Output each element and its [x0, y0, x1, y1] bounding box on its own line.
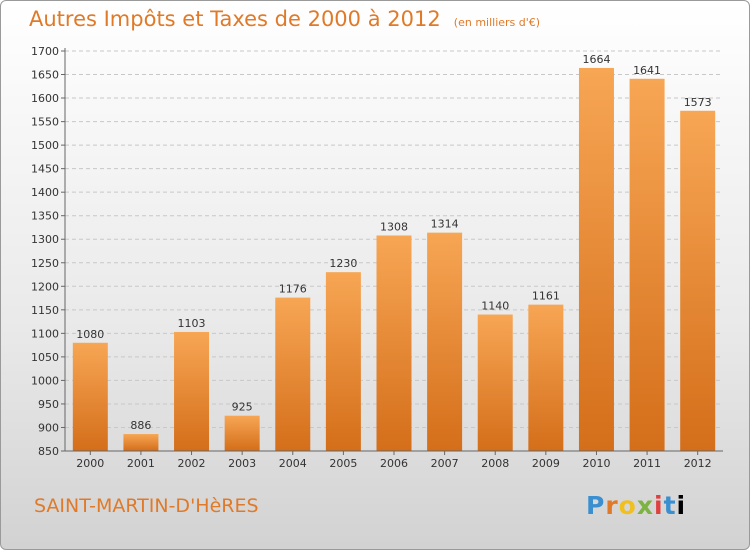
bar	[680, 110, 716, 451]
y-tick-label: 850	[38, 445, 59, 458]
data-label: 1080	[76, 328, 104, 341]
bar	[174, 331, 210, 451]
bar	[477, 314, 513, 451]
x-tick-label: 2007	[431, 457, 459, 470]
data-label: 1176	[279, 283, 307, 296]
axes	[64, 48, 723, 452]
data-label: 1573	[684, 96, 712, 109]
data-label: 925	[232, 401, 253, 414]
x-tick-label: 2000	[76, 457, 104, 470]
data-label: 1664	[582, 53, 610, 66]
y-tick-label: 950	[38, 398, 59, 411]
brand-letter: t	[663, 491, 677, 520]
x-tick-label: 2009	[532, 457, 560, 470]
x-tick-label: 2005	[329, 457, 357, 470]
x-tick-label: 2002	[178, 457, 206, 470]
y-tick-label: 1550	[31, 116, 59, 129]
brand-letter: o	[618, 491, 637, 520]
chart-header: Autres Impôts et Taxes de 2000 à 2012 (e…	[29, 7, 540, 31]
y-tick-label: 1200	[31, 280, 59, 293]
y-tick-label: 1400	[31, 186, 59, 199]
y-tick-label: 1350	[31, 210, 59, 223]
y-tick-label: 1250	[31, 257, 59, 270]
y-tick-label: 1050	[31, 351, 59, 364]
y-tick-label: 1300	[31, 233, 59, 246]
x-axis-ticks: 2000 2001 2002 2003 2004 2005 2006 2007 2008 2009…	[76, 451, 712, 470]
y-tick-label: 1100	[31, 327, 59, 340]
x-tick-label: 2001	[127, 457, 155, 470]
data-label: 1161	[532, 290, 560, 303]
x-tick-label: 2008	[481, 457, 509, 470]
y-tick-label: 1700	[31, 45, 59, 58]
y-tick-label: 1000	[31, 374, 59, 387]
chart-title: Autres Impôts et Taxes de 2000 à 2012	[29, 7, 441, 31]
data-label: 886	[130, 419, 151, 432]
bar	[629, 78, 665, 451]
chart-subtitle: (en milliers d'€)	[453, 16, 541, 29]
bar	[528, 304, 564, 451]
brand-letter: x	[636, 491, 654, 520]
y-tick-label: 900	[38, 421, 59, 434]
y-tick-label: 1150	[31, 304, 59, 317]
bar	[578, 67, 614, 452]
y-axis-ticks: 850 900 950 1000 1050 1100 1150 1200 1250 1300 135…	[31, 45, 65, 458]
data-label: 1230	[329, 257, 357, 270]
y-tick-label: 1650	[31, 69, 59, 82]
bar	[224, 415, 260, 451]
brand-letter: i	[654, 491, 664, 520]
brand-letter: i	[676, 491, 687, 520]
data-label: 1314	[431, 218, 459, 231]
y-tick-label: 1450	[31, 163, 59, 176]
bar	[376, 235, 412, 451]
data-labels: 1080 886 1103 925 1176 1230 1308 1314 1140 1161 16…	[76, 53, 711, 432]
data-label: 1103	[178, 317, 206, 330]
x-tick-label: 2012	[684, 457, 712, 470]
bar	[275, 297, 311, 451]
town-name: SAINT-MARTIN-D'HèRES	[34, 495, 259, 517]
y-tick-label: 1500	[31, 139, 59, 152]
bar	[123, 434, 159, 451]
x-tick-label: 2004	[279, 457, 307, 470]
y-tick-label: 1600	[31, 92, 59, 105]
bar	[427, 232, 463, 451]
brand-letter: P	[586, 491, 606, 520]
brand-letter: r	[605, 491, 619, 520]
data-label: 1641	[633, 64, 661, 77]
data-label: 1140	[481, 300, 509, 313]
data-label: 1308	[380, 220, 408, 233]
bar	[72, 342, 108, 451]
bar	[325, 272, 361, 451]
bars	[72, 67, 716, 452]
x-tick-label: 2003	[228, 457, 256, 470]
brand-logo: Proxiti	[586, 491, 686, 520]
x-tick-label: 2010	[582, 457, 610, 470]
x-tick-label: 2011	[633, 457, 661, 470]
x-tick-label: 2006	[380, 457, 408, 470]
